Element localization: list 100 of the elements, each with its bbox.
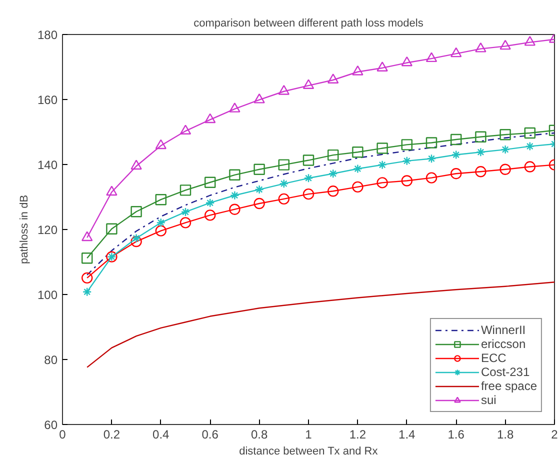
point [426,137,438,148]
legend-label: ECC [480,351,506,365]
y-tick-label: 80 [44,353,58,367]
point [180,184,192,196]
point [82,272,93,284]
point [130,160,142,170]
point [302,154,314,166]
point [401,56,412,66]
point [155,225,166,236]
x-tick-label: 1.4 [398,428,416,442]
legend-label: Cost-231 [480,365,530,379]
point [352,146,364,158]
point [106,186,118,196]
point [156,218,166,228]
x-tick-label: 0.6 [202,428,219,442]
point [401,175,412,186]
point [230,190,240,200]
point [155,194,166,206]
x-tick-label: 1 [305,428,312,442]
point [328,149,339,161]
point [304,174,314,183]
point [254,198,265,210]
point [426,172,438,184]
point [130,236,142,248]
point [204,113,216,124]
point [278,159,290,170]
point [500,40,511,50]
point [82,287,92,296]
x-tick-label: 0.2 [103,428,120,442]
point [254,184,264,194]
y-tick-label: 100 [37,288,58,302]
x-tick-label: 0 [59,428,66,442]
point [352,66,364,76]
point [229,169,240,180]
point [475,166,486,178]
point [229,204,240,215]
point [475,131,486,142]
point [476,148,486,157]
y-axis-title: pathloss in dB [18,194,30,264]
point [402,156,412,166]
chart-title: comparison between different path loss models [194,18,424,30]
legend-label: WinnerII [480,323,526,337]
point [450,168,462,180]
point [524,127,536,139]
point [278,193,290,205]
point [378,160,387,170]
point [132,234,141,243]
x-tick-label: 0.4 [152,428,170,442]
point [328,186,339,197]
point [524,36,536,46]
y-tick-label: 140 [37,158,58,172]
x-axis-title: distance between Tx and Rx [239,446,378,458]
point [500,164,511,175]
legend-label: sui [480,393,498,407]
point [254,164,265,175]
point [328,74,339,84]
point [206,198,215,208]
point [302,79,314,90]
point [525,142,534,151]
y-tick-label: 160 [37,93,58,107]
point [204,210,216,221]
point [302,188,314,200]
x-tick-label: 1.8 [496,428,514,442]
point [82,252,93,264]
point [426,154,436,164]
y-tick-label: 120 [37,223,58,237]
point [279,179,288,188]
point [500,129,511,140]
point [452,150,461,160]
legend-label: free space [480,379,537,393]
line-series [86,282,554,368]
point [475,42,486,52]
point [401,139,412,150]
x-tick-label: 2 [551,428,558,442]
point [426,52,438,62]
x-tick-label: 1.2 [349,428,366,442]
point [204,176,216,188]
x-tick-label: 1.6 [448,428,465,442]
point [450,47,462,58]
point [524,161,536,172]
x-tick-label: 0.8 [250,428,268,442]
point [376,142,388,154]
point [278,85,290,95]
point [450,134,462,146]
point [130,206,142,218]
point [254,93,265,104]
point [180,124,192,135]
point [500,144,510,154]
point [229,102,240,112]
point [328,169,338,178]
point [376,177,388,188]
legend-label: ericcson [480,337,526,351]
point [155,139,166,150]
point [376,62,388,72]
point [353,164,362,174]
point [180,207,190,217]
y-tick-label: 180 [37,28,58,42]
y-tick-label: 60 [44,418,58,432]
point [352,181,364,193]
point [106,223,118,234]
